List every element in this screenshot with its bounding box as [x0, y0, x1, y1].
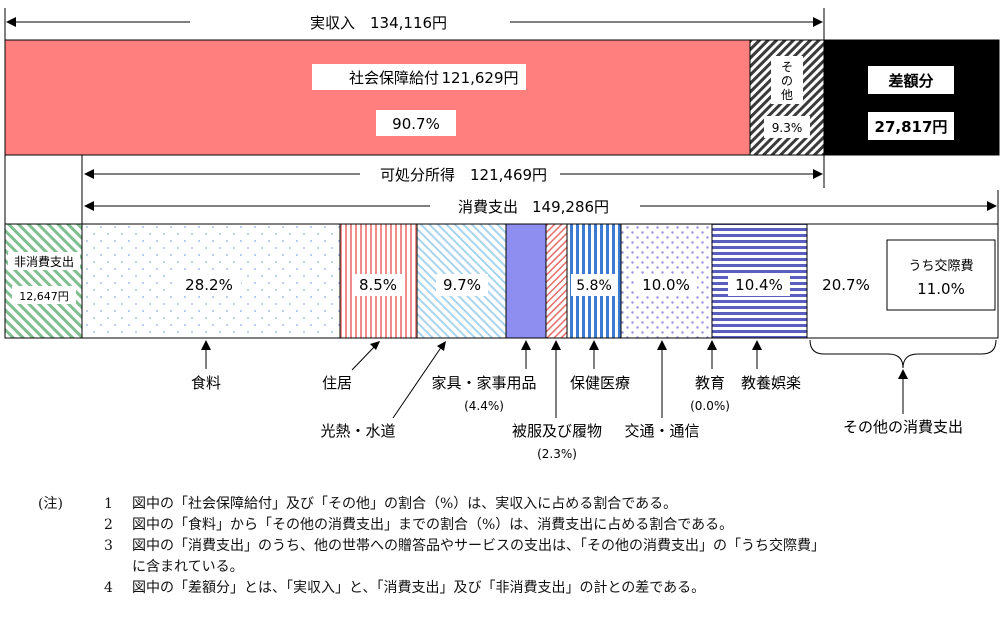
pct-furniture: (4.4%) — [464, 399, 504, 413]
nonconsumption-segment — [4, 223, 83, 339]
note-4: 4 図中の「差額分」とは、「実収入」と、「消費支出」及び「非消費支出」の計との差… — [38, 578, 988, 599]
utilities-pct: 9.7% — [443, 276, 481, 294]
income-bar: 社会保障給付 121,629円 90.7% そ の 他 9.3% 差額分 27,… — [4, 39, 1000, 156]
income-bracket — [4, 8, 825, 40]
nonconsumption-amount: 12,647円 — [19, 290, 69, 303]
spending-segment-entertainment — [886, 239, 996, 311]
housing-pct: 8.5% — [359, 276, 397, 294]
spending-amount: 149,286円 — [532, 198, 609, 216]
social-label-box — [312, 64, 526, 90]
income-segment-social — [4, 39, 751, 156]
note-text: 図中の「食料」から「その他の消費支出」までの割合（%）は、消費支出に占める割合で… — [132, 517, 734, 533]
transport-pct-box — [635, 274, 697, 296]
entertainment-label: うち交際費 — [908, 258, 973, 274]
note-2: 2 図中の「食料」から「その他の消費支出」までの割合（%）は、消費支出に占める割… — [38, 515, 988, 536]
entertainment-pct: 11.0% — [917, 280, 965, 298]
pct-education: (0.0%) — [690, 399, 730, 413]
notes-head: (注) — [38, 496, 63, 512]
household-budget-chart: 社会保障給付 121,629円 90.7% そ の 他 9.3% 差額分 27,… — [4, 8, 1000, 461]
other-income-char-2: の — [781, 74, 793, 88]
other-income-pct-box — [764, 116, 810, 138]
label-clothing: 被服及び履物 — [512, 422, 602, 440]
note-number: 1 — [104, 496, 113, 512]
note-text: 図中の「差額分」とは、「実収入」と、「消費支出」及び「非消費支出」の計との差であ… — [132, 580, 706, 596]
label-recreation: 教養娯楽 — [741, 374, 801, 392]
label-education: 教育 — [695, 374, 725, 392]
label-furniture: 家具・家事用品 — [431, 374, 536, 392]
nonconsumption-amount-box — [12, 286, 76, 304]
label-food: 食料 — [191, 374, 221, 392]
disposable-label: 可処分所得 — [380, 166, 455, 184]
spending-segment-clothing — [545, 223, 568, 339]
other-income-char-3: 他 — [781, 88, 793, 102]
social-pct: 90.7% — [392, 115, 440, 133]
note-number: 4 — [104, 580, 113, 596]
disposable-bracket — [4, 155, 825, 224]
utilities-pct-box — [436, 274, 488, 296]
social-label-amount: 121,629円 — [441, 69, 518, 87]
note-number: 3 — [104, 538, 113, 554]
deficit-amount-box — [868, 112, 954, 140]
other-spending-pct: 20.7% — [822, 276, 870, 294]
spending-label: 消費支出 — [458, 198, 518, 216]
note-3-continued: に含まれている。 — [132, 559, 244, 575]
social-label-name: 社会保障給付 — [349, 69, 439, 87]
deficit-label-box — [868, 66, 954, 94]
disposable-amount: 121,469円 — [470, 166, 547, 184]
social-pct-box — [376, 110, 456, 136]
other-income-pct: 9.3% — [772, 121, 803, 135]
label-transport: 交通・通信 — [624, 422, 699, 440]
note-1: (注) 1 図中の「社会保障給付」及び「その他」の割合（%）は、実収入に占める割… — [38, 494, 988, 515]
income-bracket-amount: 134,116円 — [370, 14, 447, 32]
nonconsumption-label-box — [8, 252, 80, 270]
spending-segment-furniture — [505, 223, 547, 339]
health-pct-box — [571, 274, 617, 296]
pct-clothing: (2.3%) — [537, 447, 577, 461]
spending-bar: 非消費支出 12,647円 28.2% 8.5% 9.7% 5.8% 10.0%… — [4, 223, 999, 339]
deficit-amount: 27,817円 — [875, 118, 948, 136]
label-other-spending: その他の消費支出 — [843, 418, 963, 436]
recreation-pct: 10.4% — [735, 276, 783, 294]
recreation-pct-box — [728, 274, 790, 296]
food-pct: 28.2% — [185, 276, 233, 294]
food-pct-box — [177, 274, 241, 296]
transport-pct: 10.0% — [642, 276, 690, 294]
label-housing: 住居 — [322, 374, 352, 392]
notes: (注) 1 図中の「社会保障給付」及び「その他」の割合（%）は、実収入に占める割… — [38, 494, 988, 599]
deficit-label: 差額分 — [888, 72, 933, 90]
nonconsumption-label: 非消費支出 — [14, 254, 74, 269]
label-utilities: 光熱・水道 — [320, 422, 395, 440]
spending-bracket — [84, 190, 999, 224]
category-arrows — [201, 339, 997, 419]
note-text: 図中の「消費支出」のうち、他の世帯への贈答品やサービスの支出は、「その他の消費支… — [132, 538, 825, 554]
note-number: 2 — [104, 517, 113, 533]
housing-pct-box — [353, 274, 403, 296]
other-income-label-box — [771, 56, 803, 104]
health-pct: 5.8% — [576, 278, 612, 294]
income-bracket-label: 実収入 — [310, 14, 355, 32]
label-health: 保健医療 — [570, 374, 630, 392]
note-3: 3 図中の「消費支出」のうち、他の世帯への贈答品やサービスの支出は、「その他の消… — [38, 536, 988, 557]
note-text: 図中の「社会保障給付」及び「その他」の割合（%）は、実収入に占める割合である。 — [132, 496, 678, 512]
other-income-char-1: そ — [781, 60, 793, 74]
